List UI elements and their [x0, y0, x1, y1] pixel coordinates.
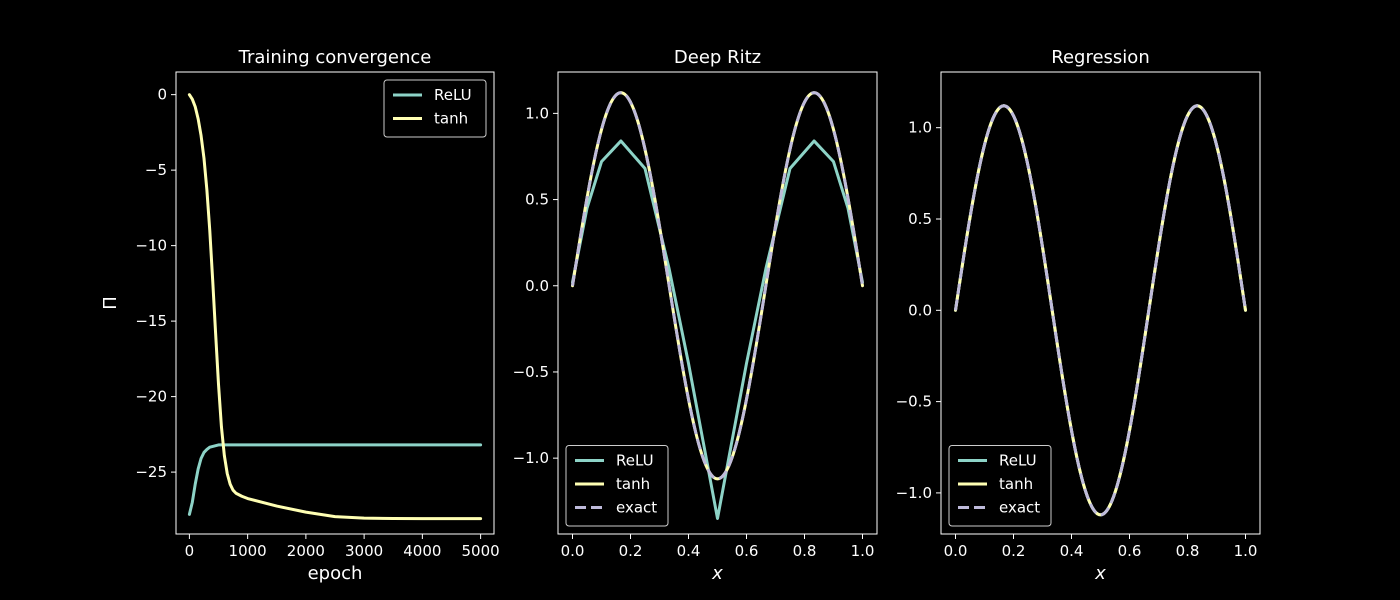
chart-panel-1: 0 1000 2000 3000 4000 5000 0 −5 −10 −15 −20 −25 Trai…	[100, 47, 500, 584]
series-line-exact	[954, 104, 1247, 517]
y-tick-label: −0.5	[513, 363, 549, 381]
legend: ReLU tanh exact	[948, 445, 1052, 527]
x-tick-label: 0.4	[677, 542, 701, 560]
x-tick-label: 1.0	[1234, 542, 1258, 560]
y-tick-label: −25	[135, 463, 167, 481]
legend-label-tanh: tanh	[616, 475, 650, 493]
legend-label-relu: ReLU	[999, 452, 1037, 470]
x-axis-label: epoch	[308, 563, 363, 584]
legend-label-relu: ReLU	[616, 452, 654, 470]
chart-title: Training convergence	[238, 47, 432, 68]
y-tick-label: 0.5	[525, 191, 549, 209]
legend-label-exact: exact	[999, 499, 1040, 517]
x-tick-label: 2000	[287, 542, 325, 560]
legend-label-exact: exact	[616, 499, 657, 517]
x-tick-label: 0.6	[735, 542, 759, 560]
y-tick-label: 0	[157, 86, 167, 104]
x-tick-label: 0.2	[1002, 542, 1026, 560]
x-tick-label: 0.0	[561, 542, 585, 560]
series-line-tanh	[187, 93, 483, 521]
series-line-exact	[571, 91, 864, 481]
axes-frame	[557, 71, 878, 535]
series-line-tanh	[571, 91, 864, 481]
y-tick-label: 0.0	[525, 277, 549, 295]
series-line-relu	[187, 443, 483, 516]
x-tick-label: 0.0	[944, 542, 968, 560]
y-tick-label: 1.0	[525, 104, 549, 122]
chart-panel-3: 0.0 0.2 0.4 0.6 0.8 1.0 1.0 0.5 0.0 −0.5 −1.0 Regre…	[896, 47, 1261, 584]
y-tick-label: 0.0	[908, 301, 932, 319]
axes-frame	[175, 71, 495, 535]
series-line-relu	[571, 139, 864, 520]
plot-area	[187, 93, 483, 521]
y-tick-label: −10	[135, 237, 167, 255]
x-tick-label: 0.6	[1118, 542, 1142, 560]
chart-panel-2: 0.0 0.2 0.4 0.6 0.8 1.0 1.0 0.5 0.0 −0.5 −1.0 Deep …	[513, 47, 878, 584]
chart-title: Deep Ritz	[674, 47, 761, 68]
y-tick-label: −1.0	[896, 484, 932, 502]
x-tick-label: 1.0	[851, 542, 875, 560]
x-tick-label: 4000	[403, 542, 441, 560]
plot-area	[954, 104, 1247, 517]
x-axis-label: x	[711, 563, 723, 584]
x-tick-label: 0.4	[1060, 542, 1084, 560]
x-tick-label: 0.2	[619, 542, 643, 560]
legend-label-tanh: tanh	[999, 475, 1033, 493]
x-tick-label: 3000	[345, 542, 383, 560]
legend-box	[948, 445, 1052, 527]
x-axis-label: x	[1094, 563, 1106, 584]
plot-area	[571, 91, 864, 520]
y-tick-label: −0.5	[896, 393, 932, 411]
y-tick-label: −1.0	[513, 449, 549, 467]
x-tick-label: 0.8	[1176, 542, 1200, 560]
legend: ReLU tanh	[383, 79, 487, 138]
x-tick-label: 0.8	[793, 542, 817, 560]
legend-label-tanh: tanh	[434, 110, 468, 128]
y-tick-label: −15	[135, 312, 167, 330]
y-tick-label: 0.5	[908, 210, 932, 228]
x-tick-label: 1000	[229, 542, 267, 560]
y-tick-label: −20	[135, 388, 167, 406]
chart-title: Regression	[1051, 47, 1149, 68]
legend-box	[565, 445, 669, 527]
x-tick-label: 0	[185, 542, 195, 560]
legend-label-relu: ReLU	[434, 86, 472, 104]
y-tick-label: −5	[145, 161, 167, 179]
y-axis-label: Π	[100, 296, 121, 310]
legend: ReLU tanh exact	[565, 445, 669, 527]
y-tick-label: 1.0	[908, 119, 932, 137]
axes-frame	[940, 71, 1261, 535]
x-tick-label: 5000	[462, 542, 500, 560]
